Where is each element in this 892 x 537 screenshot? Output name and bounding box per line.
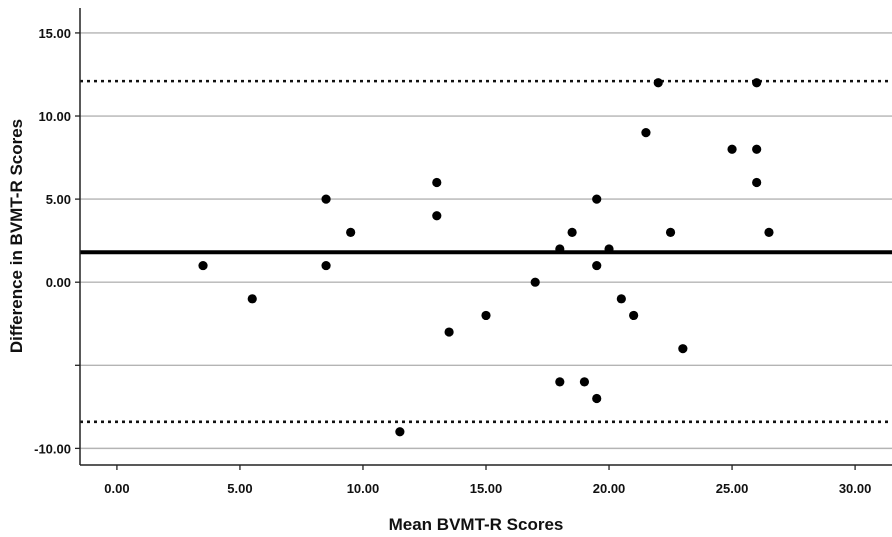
y-tick-label: -10.00: [34, 441, 71, 456]
data-points: [198, 78, 774, 437]
y-tick-label: 5.00: [46, 192, 71, 207]
data-point: [444, 327, 454, 337]
x-tick-labels: 0.00 5.00 10.00 15.00 20.00 25.00 30.00: [104, 481, 871, 496]
data-point: [530, 277, 540, 287]
axes: [75, 8, 892, 470]
gridlines: [80, 32, 892, 450]
data-point: [432, 211, 442, 221]
y-tick-label: 15.00: [38, 26, 71, 41]
data-point: [592, 194, 602, 204]
data-point: [555, 244, 565, 254]
data-point: [346, 227, 356, 237]
x-tick-label: 25.00: [716, 481, 749, 496]
data-point: [592, 260, 602, 271]
data-point: [432, 177, 442, 188]
data-point: [616, 294, 626, 304]
data-point: [653, 78, 663, 88]
data-point: [665, 227, 676, 237]
y-axis-title: Difference in BVMT-R Scores: [7, 119, 26, 353]
data-point: [752, 177, 762, 188]
data-point: [247, 294, 257, 304]
data-point: [752, 78, 762, 88]
data-point: [579, 377, 590, 387]
data-point: [678, 344, 688, 354]
y-tick-label: 10.00: [38, 109, 71, 124]
y-tick-label: 0.00: [46, 275, 71, 290]
reference-lines: [80, 79, 892, 424]
data-point: [629, 310, 639, 321]
data-point: [395, 427, 405, 437]
data-point: [321, 194, 331, 204]
x-tick-label: 20.00: [593, 481, 626, 496]
data-point: [198, 260, 208, 271]
data-point: [727, 144, 737, 154]
data-point: [752, 144, 762, 154]
data-point: [567, 227, 577, 237]
data-point: [592, 393, 602, 404]
y-tick-labels: -10.00 0.00 5.00 10.00 15.00: [34, 26, 71, 456]
x-tick-label: 5.00: [227, 481, 252, 496]
x-tick-label: 0.00: [104, 481, 129, 496]
x-tick-label: 15.00: [470, 481, 503, 496]
data-point: [555, 377, 565, 387]
data-point: [604, 244, 614, 254]
data-point: [321, 260, 331, 271]
data-point: [764, 227, 774, 237]
x-axis-title: Mean BVMT-R Scores: [389, 515, 564, 534]
x-tick-label: 10.00: [347, 481, 380, 496]
data-point: [641, 128, 651, 138]
x-tick-label: 30.00: [839, 481, 872, 496]
data-point: [481, 310, 491, 321]
